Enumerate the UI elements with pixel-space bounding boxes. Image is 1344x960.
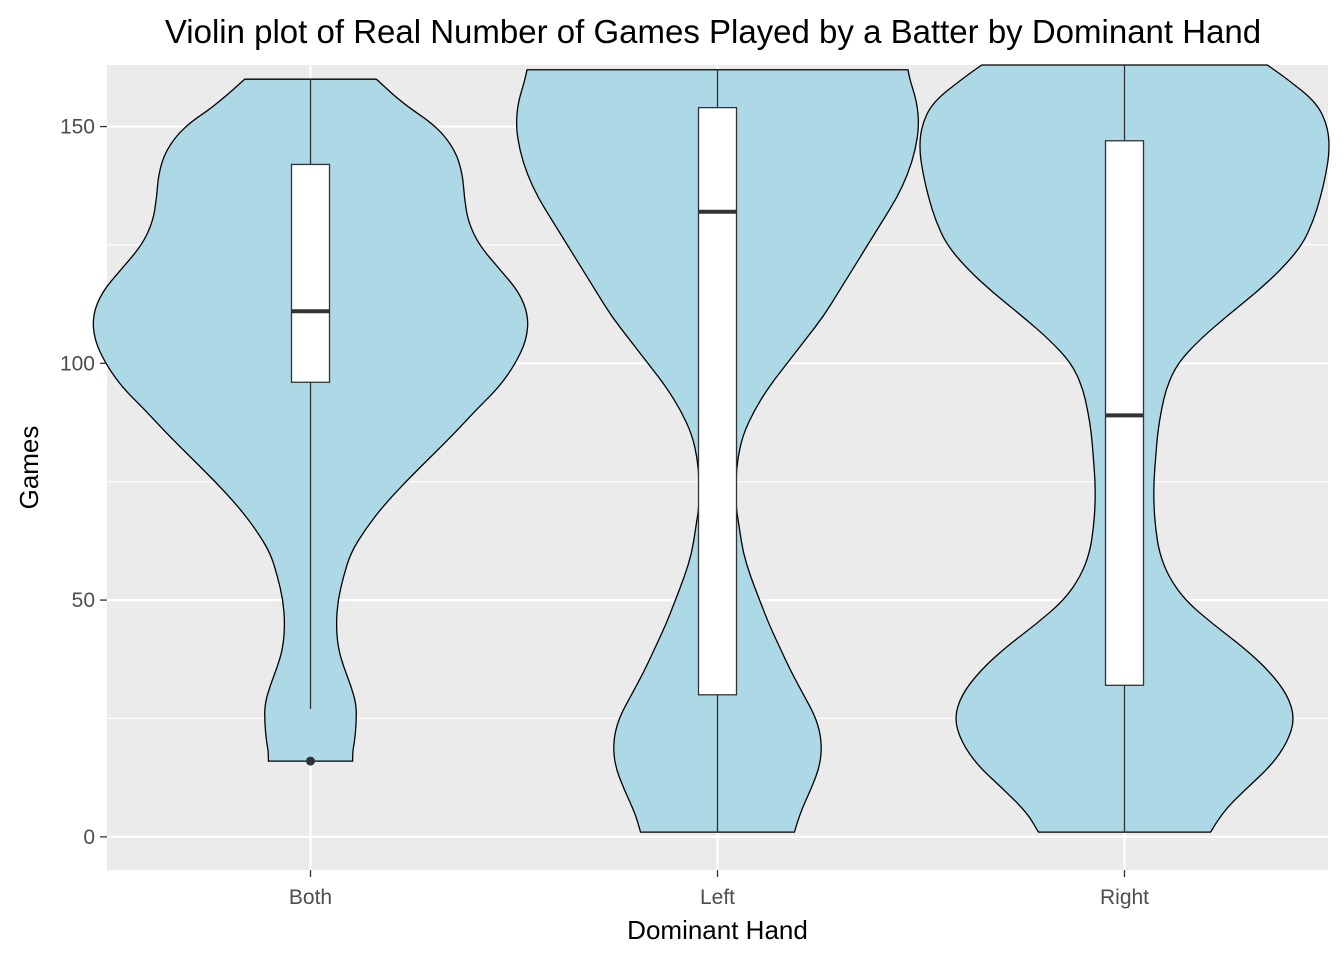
box: [697, 106, 738, 696]
y-axis-label: Games: [14, 426, 44, 510]
x-tick-label: Left: [700, 886, 735, 909]
violin-group-left: [515, 69, 920, 833]
x-tick-label: Both: [289, 886, 332, 909]
outlier-point: [306, 756, 315, 766]
y-tick-label: 0: [83, 826, 95, 849]
violin-series: [92, 64, 1330, 833]
box: [290, 163, 331, 383]
chart-title: Violin plot of Real Number of Games Play…: [165, 13, 1261, 50]
x-tick-label: Right: [1100, 886, 1149, 909]
violin-group-right: [919, 64, 1330, 833]
y-tick-label: 50: [72, 589, 95, 612]
y-tick-label: 100: [60, 352, 95, 375]
x-axis-label: Dominant Hand: [627, 915, 808, 945]
y-tick-label: 150: [60, 116, 95, 139]
axis-ticks: 0 50 100 150 Both Left Right: [60, 116, 1149, 909]
violin-group-both: [92, 78, 529, 766]
box: [1104, 140, 1145, 686]
